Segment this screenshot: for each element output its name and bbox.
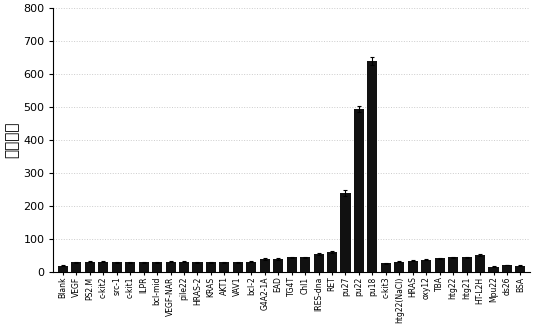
Bar (125, 262, 135, 272)
Bar (327, 252, 337, 272)
Bar (489, 267, 499, 272)
Bar (233, 262, 243, 272)
Bar (58, 266, 68, 272)
Bar (179, 262, 189, 272)
Bar (313, 254, 324, 272)
Bar (502, 265, 512, 272)
Bar (515, 266, 525, 272)
Bar (394, 262, 404, 272)
Bar (367, 61, 378, 272)
Bar (475, 255, 485, 272)
Bar (435, 258, 445, 272)
Bar (166, 262, 176, 272)
Bar (287, 257, 297, 272)
Bar (341, 193, 350, 272)
Bar (72, 262, 81, 272)
Bar (273, 259, 283, 272)
Bar (246, 262, 256, 272)
Bar (98, 262, 108, 272)
Bar (219, 262, 230, 272)
Bar (152, 262, 162, 272)
Bar (461, 257, 472, 272)
Bar (408, 261, 418, 272)
Bar (260, 259, 270, 272)
Bar (192, 262, 202, 272)
Bar (300, 257, 310, 272)
Bar (421, 260, 431, 272)
Bar (85, 262, 95, 272)
Bar (139, 262, 148, 272)
Bar (206, 262, 216, 272)
Y-axis label: 荧光强度: 荧光强度 (4, 122, 19, 159)
Bar (112, 262, 122, 272)
Bar (448, 257, 458, 272)
Bar (354, 109, 364, 272)
Bar (381, 263, 391, 272)
